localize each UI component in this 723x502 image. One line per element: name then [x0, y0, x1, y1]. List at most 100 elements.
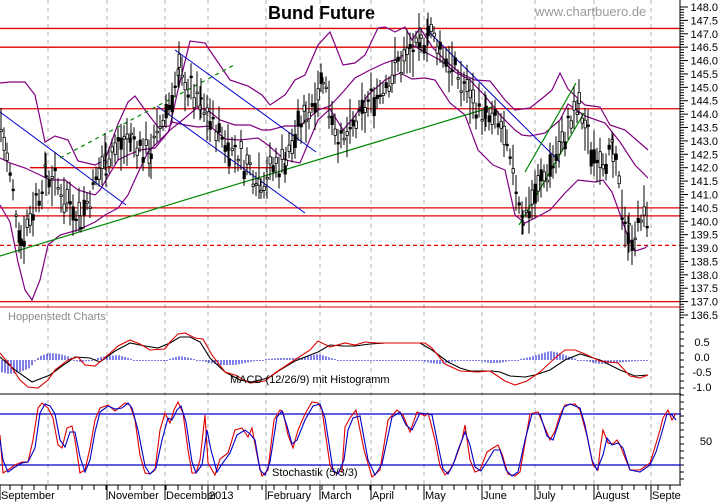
- month-label: February: [267, 490, 312, 502]
- price-tick-label: 145.5: [690, 69, 718, 81]
- month-label: August: [595, 490, 629, 502]
- candle-body: [405, 47, 409, 56]
- macd-line: [0, 332, 649, 389]
- candle-body: [79, 227, 83, 230]
- candle-body: [50, 176, 54, 180]
- uptrend-line-dashed: [59, 63, 237, 159]
- candle-body: [583, 119, 587, 129]
- price-tick-label: 148.0: [690, 2, 718, 14]
- price-tick-label: 143.5: [690, 123, 718, 135]
- candle-body: [37, 200, 41, 206]
- candle-body: [630, 239, 634, 252]
- candle-body: [88, 206, 92, 209]
- month-label: 2013: [209, 490, 233, 502]
- candle-body: [357, 109, 361, 112]
- candle-body: [536, 175, 540, 192]
- candle-body: [533, 183, 537, 204]
- macd-panel-label: MACD (12/26/9) mit Histogramm: [230, 374, 390, 386]
- candle-body: [259, 189, 263, 193]
- month-label: March: [321, 490, 352, 502]
- candle-body: [307, 111, 311, 120]
- channel-line-upper: [524, 82, 577, 173]
- candle-body: [214, 131, 218, 141]
- candle-body: [138, 139, 142, 146]
- candle-body: [324, 86, 328, 90]
- price-tick-label: 139.0: [690, 243, 718, 255]
- candle-body: [530, 189, 534, 205]
- candle-body: [313, 102, 317, 113]
- candle-body: [299, 123, 303, 128]
- candle-body: [149, 153, 153, 160]
- price-tick-label: 138.5: [690, 256, 718, 268]
- candle-body: [82, 199, 86, 216]
- price-tick-label: 147.0: [690, 29, 718, 41]
- candle-body: [14, 214, 18, 217]
- candle-body: [2, 136, 6, 151]
- candle-body: [91, 182, 95, 185]
- candle-body: [636, 217, 640, 223]
- candle-body: [34, 193, 38, 196]
- candle-body: [44, 175, 48, 178]
- candle-body: [484, 105, 488, 113]
- candle-body: [375, 94, 379, 100]
- downtrend-line-1: [0, 111, 127, 206]
- candle-body: [236, 158, 240, 162]
- candle-body: [499, 120, 503, 129]
- candle-body: [348, 126, 352, 130]
- candle-body: [456, 77, 460, 80]
- price-tick-label: 140.0: [690, 216, 718, 228]
- candle-body: [508, 156, 512, 159]
- candle-body: [280, 148, 284, 160]
- candle-body: [604, 163, 608, 174]
- candle-body: [611, 153, 615, 162]
- stoch-tick: 50: [700, 436, 712, 448]
- candle-body: [589, 149, 593, 167]
- candle-body: [186, 94, 190, 98]
- candle-body: [28, 213, 32, 226]
- price-tick-label: 145.0: [690, 82, 718, 94]
- macd-tick: -1.0: [693, 382, 712, 394]
- candle-body: [577, 92, 581, 104]
- candle-body: [627, 223, 631, 226]
- bollinger-upper: [0, 26, 649, 166]
- candle-body: [493, 108, 497, 116]
- candle-body: [152, 135, 156, 139]
- downtrend-line-3: [156, 105, 306, 214]
- price-tick-label: 142.5: [690, 149, 718, 161]
- candle-body: [607, 144, 611, 150]
- candle-body: [372, 97, 376, 117]
- month-label: Septe: [652, 490, 681, 502]
- candle-body: [304, 119, 308, 123]
- candle-body: [233, 144, 237, 148]
- candle-body: [642, 206, 646, 216]
- candle-body: [563, 141, 567, 150]
- price-tick-label: 144.0: [690, 109, 718, 121]
- candle-body: [490, 112, 494, 125]
- candle-body: [22, 240, 26, 247]
- candle-body: [411, 49, 415, 52]
- candle-body: [189, 75, 193, 79]
- candle-body: [432, 32, 436, 37]
- candle-body: [580, 117, 584, 124]
- candle-body: [277, 173, 281, 178]
- candle-body: [429, 23, 433, 32]
- candle-body: [342, 137, 346, 141]
- candle-body: [71, 206, 75, 221]
- bollinger-lower: [0, 72, 649, 302]
- candle-body: [390, 74, 394, 85]
- candle-body: [363, 107, 367, 113]
- candle-body: [639, 219, 643, 223]
- candle-body: [360, 99, 364, 114]
- candle-body: [59, 194, 63, 197]
- candle-body: [302, 104, 306, 112]
- candle-body: [144, 139, 148, 146]
- candle-body: [438, 41, 442, 50]
- candle-body: [378, 94, 382, 98]
- candle-body: [480, 119, 484, 122]
- candle-body: [208, 121, 212, 130]
- credit-label: Hoppenstedt Charts: [8, 311, 106, 323]
- candle-body: [217, 123, 221, 133]
- downtrend-line-4: [425, 28, 561, 163]
